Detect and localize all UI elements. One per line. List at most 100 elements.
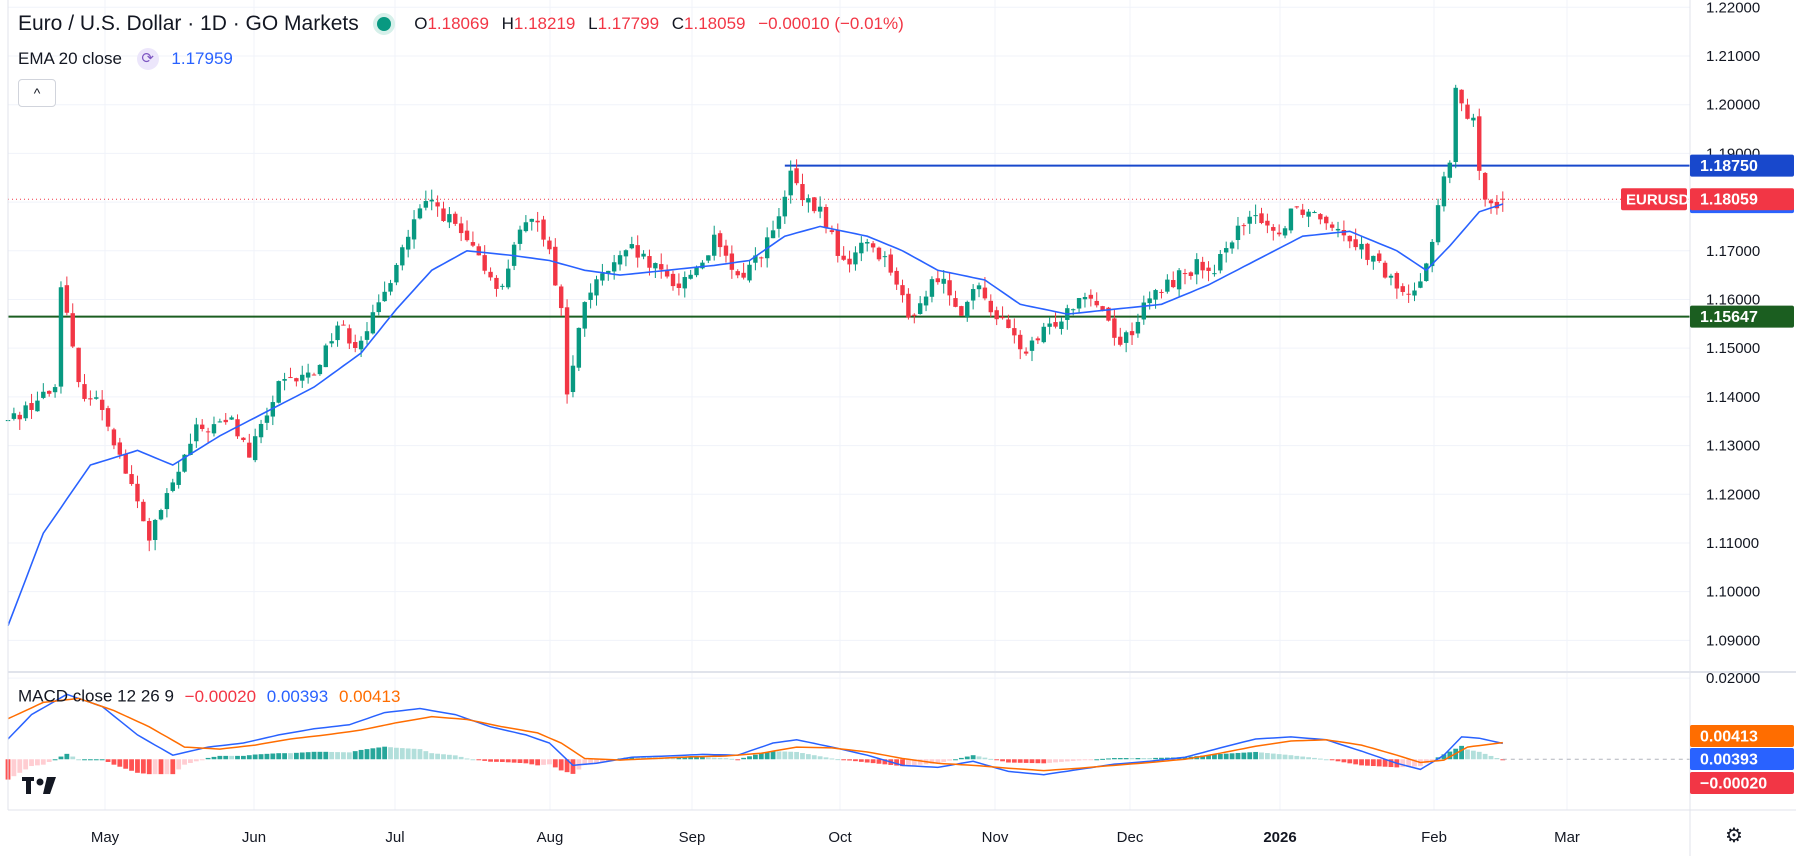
time-tick-label: Sep [679,829,706,846]
macd-hist-bar [823,757,829,760]
symbol-legend[interactable]: Euro / U.S. Dollar · 1D · GO Markets O1.… [18,12,904,36]
candle-body [611,262,617,272]
candle-body [965,301,970,317]
candle-body [276,381,281,403]
candle-body [200,424,205,429]
macd-hist-bar [1011,759,1017,763]
ema-legend[interactable]: EMA 20 close ⟳ 1.17959 [18,48,233,70]
macd-hist-bar [211,756,217,760]
candle-body [1359,243,1364,250]
macd-hist-bar [1388,759,1394,768]
macd-hist-bar [135,759,140,773]
macd-hist-bar [1317,758,1323,760]
macd-hist-bar [1041,759,1047,764]
ema-label[interactable]: EMA 20 close [18,49,122,68]
time-tick-label: Mar [1554,829,1580,846]
time-tick-label: Dec [1117,829,1144,846]
macd-hist-bar [1111,758,1117,760]
time-tick-label: Jun [242,829,266,846]
macd-hist-bar [811,755,817,760]
candle-body [1159,291,1164,293]
candle-body [588,292,593,300]
candle-body [152,519,158,541]
ema20-line [7,203,1504,626]
candle-body [988,300,993,313]
macd-hist-bar [935,759,941,764]
macd-hist-bar [11,759,17,777]
candle-body [311,374,317,376]
candle-body [64,285,70,313]
collapse-legend-button[interactable]: ^ [18,79,56,107]
macd-hist-bar [129,759,134,771]
candle-body [953,298,958,307]
candle-body [188,443,193,456]
price-tick-label: 1.09000 [1706,632,1760,649]
candle-body [52,387,58,393]
candle-body [629,244,635,249]
time-tick-label: Nov [982,829,1009,846]
symbol-title[interactable]: Euro / U.S. Dollar · 1D · GO Markets [18,12,359,35]
macd-hist-bar [870,759,876,764]
macd-hist-bar [1441,754,1447,760]
gear-icon[interactable]: ⚙ [1725,825,1743,847]
candle-body [906,293,911,318]
macd-hist-bar [1400,759,1406,768]
candle-body [676,283,682,288]
time-tick-label: Jul [385,829,404,846]
macd-hist-bar [58,756,64,760]
macd-hist-bar [1312,757,1317,760]
candle-body [82,384,87,399]
candle-body [429,199,434,202]
sync-icon[interactable]: ⟳ [136,48,159,70]
macd-hist-bar [1476,751,1482,760]
macd-hist-bar [52,759,58,761]
candle-body [1194,259,1199,275]
candle-body [1182,273,1188,275]
candle-body [929,279,935,297]
macd-legend[interactable]: MACD close 12 26 9 −0.00020 0.00393 0.00… [18,686,400,707]
macd-hist-bar [252,754,258,760]
macd-hist-bar [199,759,205,761]
macd-hist-bar [1129,758,1135,760]
candle-body [494,277,499,289]
candle-body [723,245,729,256]
macd-label[interactable]: MACD close 12 26 9 [18,686,174,706]
price-tick-label: 1.16000 [1706,291,1760,308]
price-axis[interactable]: 1.220001.210001.200001.190001.180001.170… [1706,0,1760,687]
macd-hist-bar [1353,759,1359,765]
horizontal-levels[interactable] [8,164,1690,318]
ohlc-low-key: L [588,14,598,33]
candle-body [641,253,646,257]
candle-body [735,271,740,276]
macd-hist-bar [293,752,299,760]
candle-body [653,263,658,269]
macd-hist-bar [1006,759,1011,763]
candle-body [994,310,999,320]
macd-hist-bar [458,756,464,760]
macd-hist-bar [282,753,287,760]
candle-body [1265,220,1270,226]
macd-hist-bar [1200,755,1206,760]
candle-body [982,287,988,299]
macd-hist-bar [235,755,240,760]
macd-hist-bar [1000,759,1005,762]
level-price-tag-label: 1.15647 [1700,309,1758,326]
candle-body [458,223,464,234]
macd-hist-bar [346,752,352,760]
candle-body [576,327,582,368]
time-axis[interactable]: May Jun Jul Aug Sep Oct Nov Dec 2026 Feb Mar [91,829,1580,846]
candle-body [776,216,782,229]
tradingview-logo-icon[interactable] [22,777,56,794]
candle-body [817,206,823,212]
candle-body [1118,336,1123,345]
macd-hist-bar [1159,757,1164,760]
macd-hist-bar [99,759,105,761]
candle-body [623,250,629,257]
candle-body [335,325,340,341]
macd-hist-bar [1270,753,1276,760]
candle-body [11,413,17,419]
candle-body [1394,273,1400,289]
macd-hist-bar [35,759,40,766]
